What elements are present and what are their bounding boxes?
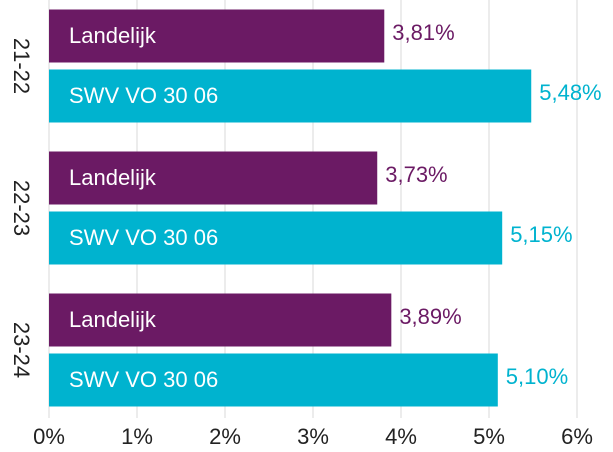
value-label: 5,10% [506,364,568,389]
bar [49,353,498,407]
x-tick-label: 1% [121,424,153,449]
category-label: 22-23 [9,180,34,236]
series-label: Landelijk [69,165,157,190]
value-label: 5,15% [510,222,572,247]
bar [49,293,392,347]
x-tick-label: 5% [473,424,505,449]
series-label: Landelijk [69,23,157,48]
bar [49,69,532,123]
x-tick-label: 3% [297,424,329,449]
bar [49,9,385,63]
value-label: 3,73% [385,162,447,187]
x-tick-label: 6% [561,424,593,449]
series-label: SWV VO 30 06 [69,225,218,250]
value-label: 5,48% [539,80,601,105]
value-label: 3,89% [399,304,461,329]
series-label: SWV VO 30 06 [69,367,218,392]
x-tick-label: 2% [209,424,241,449]
series-label: Landelijk [69,307,157,332]
bar [49,211,503,265]
bar [49,151,378,205]
category-label: 21-22 [9,38,34,94]
value-label: 3,81% [392,20,454,45]
category-label: 23-24 [9,322,34,378]
x-tick-label: 0% [33,424,65,449]
series-label: SWV VO 30 06 [69,83,218,108]
x-tick-label: 4% [385,424,417,449]
